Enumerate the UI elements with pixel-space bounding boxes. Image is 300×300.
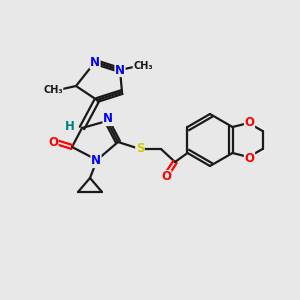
Text: O: O [244,152,254,164]
Text: CH₃: CH₃ [133,61,153,71]
Text: N: N [90,56,100,68]
Text: O: O [244,116,254,128]
Text: O: O [161,170,171,184]
Text: H: H [65,119,75,133]
Text: O: O [48,136,58,148]
Text: N: N [91,154,101,167]
Text: CH₃: CH₃ [43,85,63,95]
Text: N: N [103,112,113,125]
Text: N: N [115,64,125,76]
Text: S: S [136,142,144,155]
